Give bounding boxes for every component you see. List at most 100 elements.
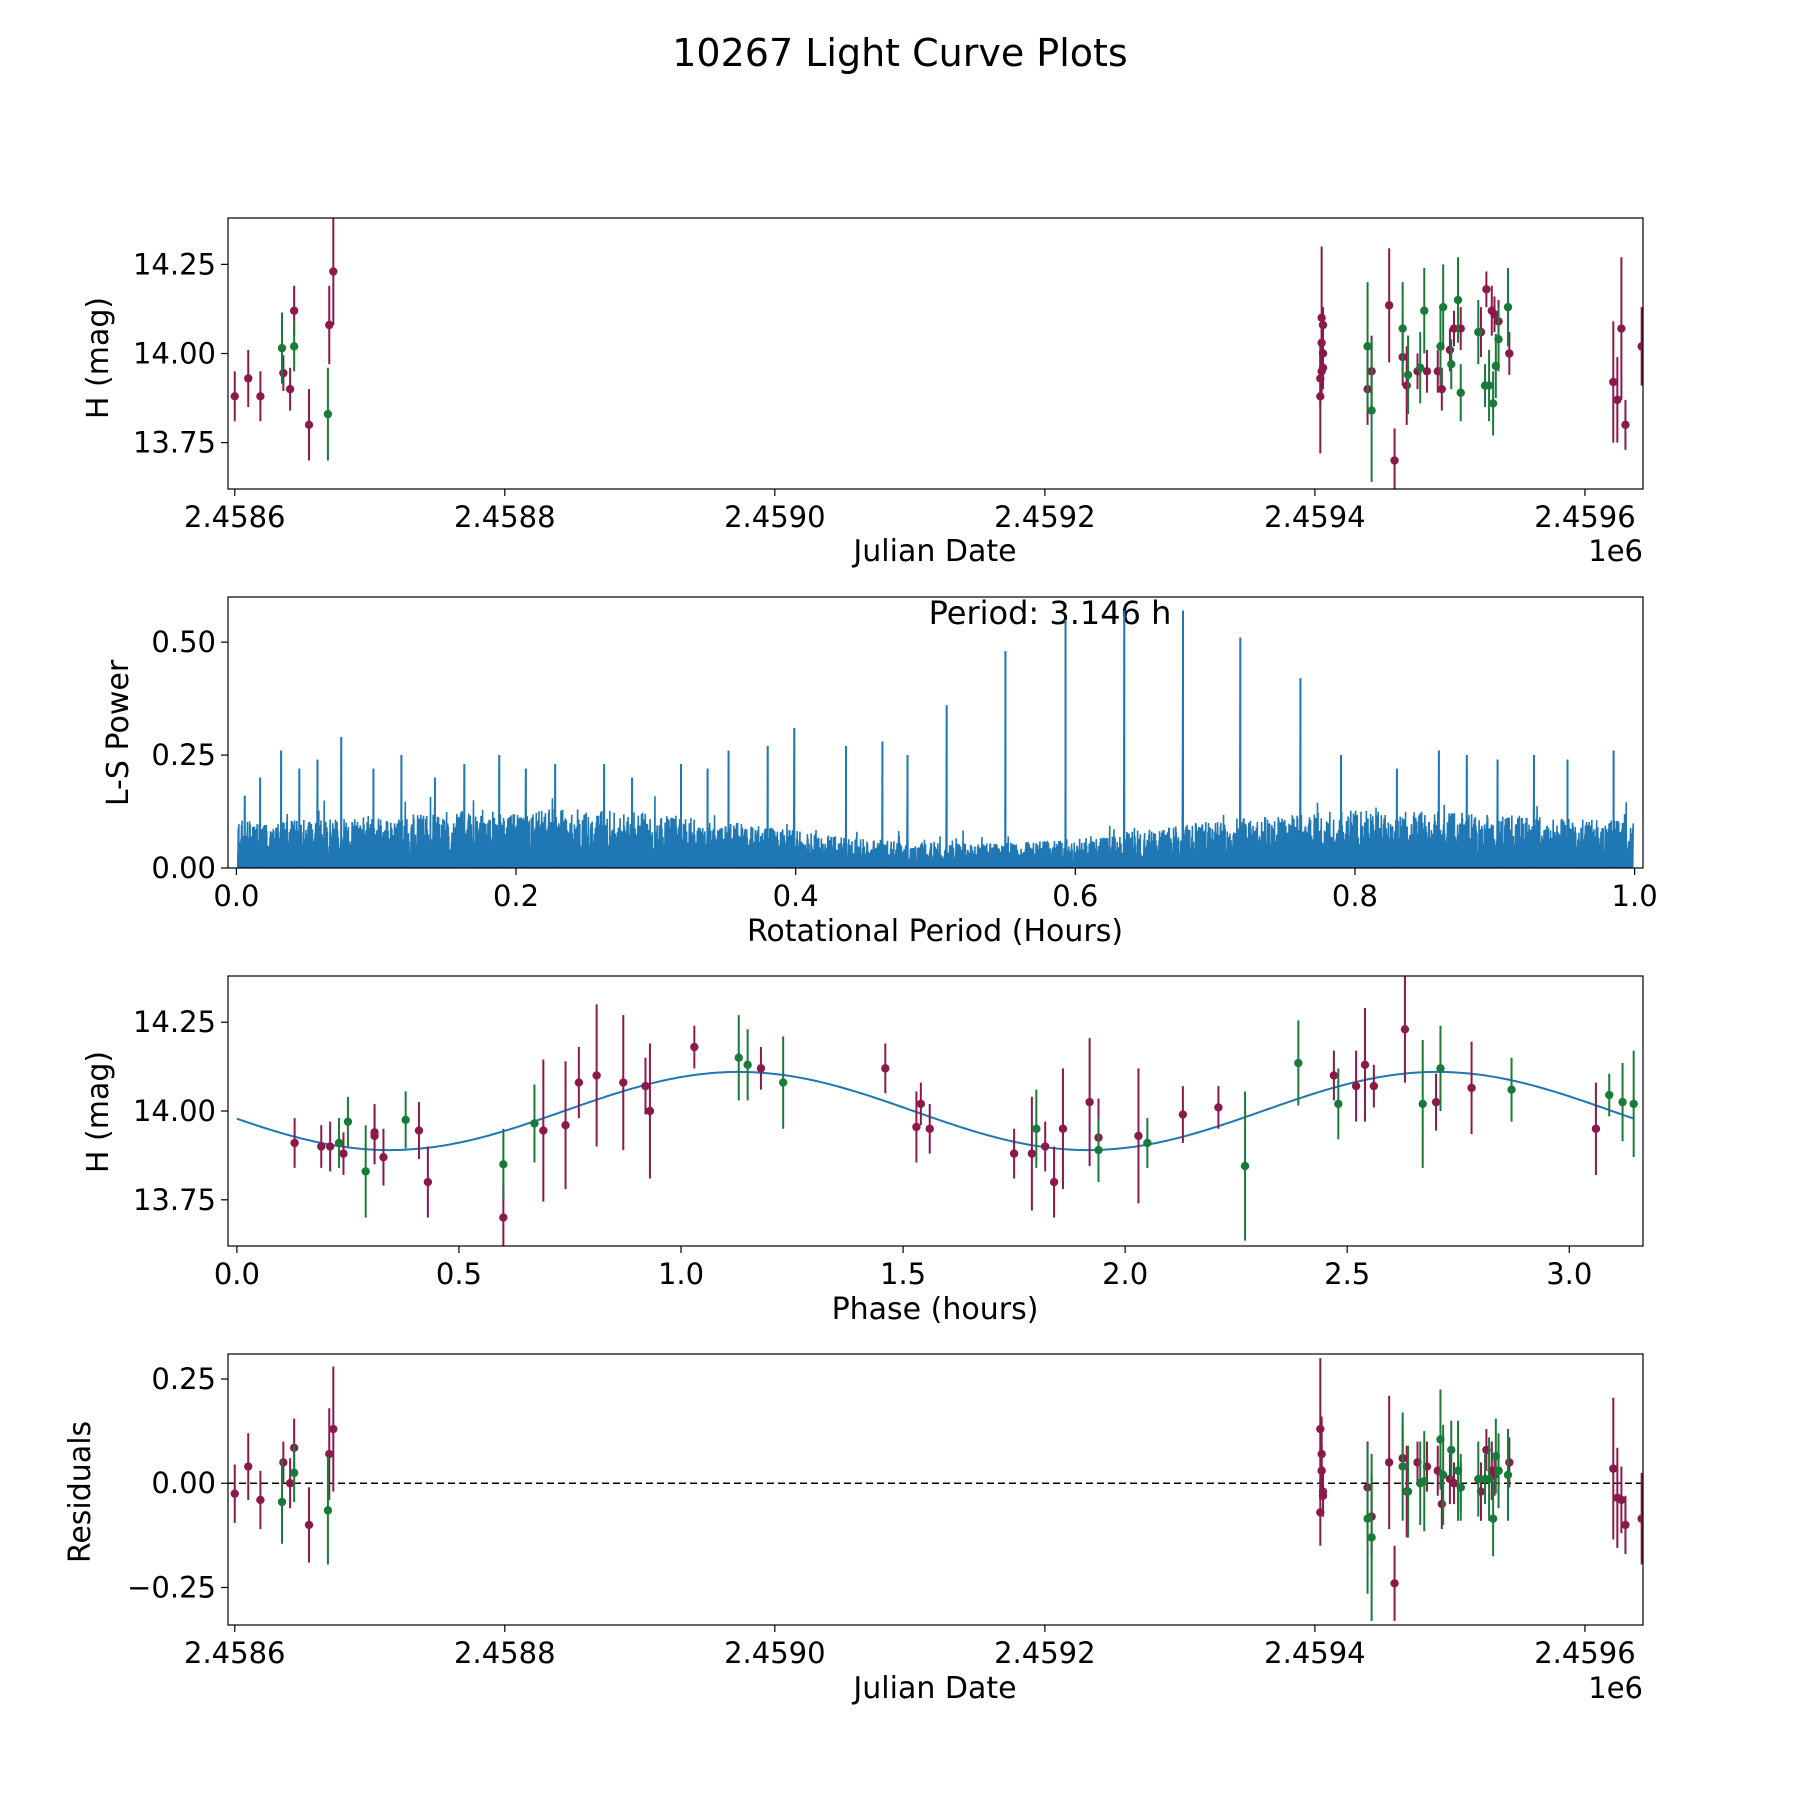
lc-point xyxy=(1482,285,1491,294)
phase-point xyxy=(1032,1124,1041,1133)
resid-point xyxy=(289,1468,299,1478)
phase-point xyxy=(734,1053,743,1062)
phase-point xyxy=(916,1099,926,1109)
phase-point xyxy=(1009,1149,1019,1158)
lc-point xyxy=(1416,363,1425,372)
resid-ylabel: Residuals xyxy=(63,1421,98,1563)
lc-frame xyxy=(227,217,1644,490)
lc-point xyxy=(285,384,295,394)
phase-point xyxy=(379,1152,388,1162)
resid-point xyxy=(1420,1476,1429,1486)
resid-point xyxy=(1398,1462,1407,1471)
lc-point xyxy=(1494,335,1503,344)
phase-point xyxy=(1058,1124,1068,1133)
resid-point xyxy=(1449,1479,1459,1488)
lc-point xyxy=(1390,456,1399,465)
resid-xtick-label: 2.4596 xyxy=(1534,1636,1635,1670)
lc-xlabel: Julian Date xyxy=(851,534,1016,569)
phase-point xyxy=(1214,1103,1223,1112)
resid-offset-label: 1e6 xyxy=(1588,1671,1643,1705)
phase-point xyxy=(1134,1131,1143,1141)
phase-point xyxy=(1329,1071,1339,1080)
lc-ylabel: H (mag) xyxy=(81,297,116,419)
resid-point xyxy=(1484,1474,1494,1484)
phase-point xyxy=(539,1126,548,1135)
phase-xtick-label: 1.5 xyxy=(880,1257,926,1291)
phase-ytick-label: 14.00 xyxy=(133,1094,216,1128)
lc-point xyxy=(1617,324,1626,333)
phase-ylabel: H (mag) xyxy=(81,1051,116,1173)
periodogram-panel: Period: 3.146 h Rotational Period (Hours… xyxy=(101,594,1658,949)
phase-point xyxy=(645,1106,655,1116)
resid-point xyxy=(279,1458,288,1467)
phase-xtick-label: 1.0 xyxy=(658,1257,704,1291)
phase-point xyxy=(1294,1058,1303,1068)
lc-point xyxy=(1363,342,1372,351)
phase-point xyxy=(574,1078,584,1087)
phase-point xyxy=(641,1081,650,1091)
phase-model-curve xyxy=(236,1070,1635,1152)
resid-xtick-label: 2.4592 xyxy=(994,1636,1095,1670)
phase-point xyxy=(499,1160,508,1169)
lc-point xyxy=(1488,399,1498,408)
resid-point xyxy=(1456,1483,1465,1492)
ls-ytick-label: 0.50 xyxy=(151,625,216,659)
lc-point xyxy=(289,306,299,315)
phase-point xyxy=(1360,1060,1370,1070)
resid-point xyxy=(1474,1474,1483,1484)
phase-point xyxy=(881,1064,890,1073)
resid-point xyxy=(1609,1464,1618,1473)
resid-ytick-label: 0.00 xyxy=(151,1466,216,1500)
phase-ytick-label: 13.75 xyxy=(133,1183,216,1217)
phase-point xyxy=(530,1119,539,1128)
ls-xlabel: Rotational Period (Hours) xyxy=(747,914,1123,949)
period-annotation: Period: 3.146 h xyxy=(929,594,1172,632)
ls-xtick-label: 0.8 xyxy=(1332,879,1378,913)
lc-point xyxy=(1474,327,1483,337)
phase-point xyxy=(1605,1090,1614,1100)
phase-point xyxy=(1178,1110,1188,1119)
phase-point xyxy=(361,1167,370,1176)
ls-frame xyxy=(227,596,1644,869)
phase-point xyxy=(1618,1097,1627,1107)
phase-point xyxy=(778,1078,788,1087)
resid-point xyxy=(1363,1514,1372,1523)
resid-point xyxy=(1488,1514,1498,1523)
resid-point xyxy=(304,1520,314,1530)
resid-point xyxy=(329,1424,338,1434)
lc-point xyxy=(1437,384,1447,394)
phase-point xyxy=(1143,1138,1152,1148)
phase-point xyxy=(690,1042,699,1052)
phase-point xyxy=(1094,1145,1103,1155)
phase-points xyxy=(290,976,1638,1246)
ls-ylabel: L-S Power xyxy=(101,659,136,806)
lc-points xyxy=(230,218,1643,489)
resid-point xyxy=(1367,1533,1376,1542)
phase-point xyxy=(1369,1081,1379,1091)
phase-ytick-label: 14.25 xyxy=(133,1005,216,1039)
lc-point xyxy=(1447,359,1456,369)
lc-point xyxy=(1398,324,1407,333)
lc-xtick-label: 2.4592 xyxy=(994,500,1095,534)
resid-xtick-label: 2.4586 xyxy=(184,1636,285,1670)
phase-point xyxy=(1436,1064,1445,1073)
resid-xtick-label: 2.4590 xyxy=(724,1636,825,1670)
phase-point xyxy=(1431,1097,1441,1107)
lc-offset-label: 1e6 xyxy=(1588,534,1643,568)
lc-point xyxy=(244,374,253,383)
resid-point xyxy=(1390,1579,1399,1588)
lc-point xyxy=(1403,370,1413,380)
lc-point xyxy=(1445,345,1455,355)
resid-frame xyxy=(227,1353,1644,1626)
lc-point xyxy=(1318,349,1328,358)
lc-point xyxy=(256,392,265,401)
resid-point xyxy=(1384,1458,1394,1467)
phase-xlabel: Phase (hours) xyxy=(832,1292,1039,1327)
lc-point xyxy=(1637,342,1643,351)
phase-point xyxy=(339,1149,348,1158)
phase-point xyxy=(1507,1085,1516,1094)
lc-point xyxy=(325,320,334,330)
phase-point xyxy=(925,1124,934,1133)
resid-point xyxy=(256,1495,265,1505)
lc-point xyxy=(230,392,239,401)
